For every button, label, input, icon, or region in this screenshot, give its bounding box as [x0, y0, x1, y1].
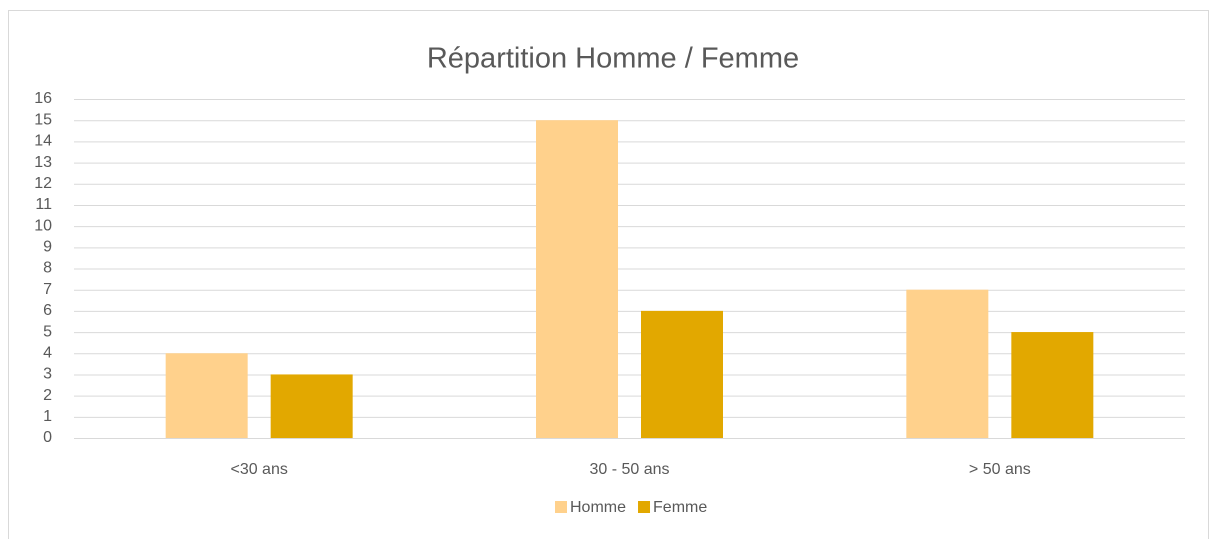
y-tick-label: 7 [43, 281, 52, 298]
bar [1011, 332, 1094, 438]
bar [165, 353, 248, 438]
x-tick-label: <30 ans [230, 461, 287, 478]
x-tick-label: > 50 ans [969, 461, 1031, 478]
y-tick-label: 11 [35, 196, 52, 213]
y-tick-label: 0 [43, 429, 52, 446]
y-tick-label: 14 [34, 133, 52, 150]
y-tick-label: 3 [43, 366, 52, 383]
legend-swatch [638, 501, 651, 513]
y-tick-label: 13 [34, 154, 52, 171]
y-tick-label: 2 [43, 387, 52, 404]
legend-label: Homme [570, 499, 626, 516]
chart-title: Répartition Homme / Femme [427, 43, 799, 75]
y-tick-label: 9 [43, 239, 52, 256]
x-tick-label: 30 - 50 ans [589, 461, 669, 478]
y-tick-label: 10 [34, 217, 52, 234]
y-tick-label: 16 [34, 90, 52, 107]
y-tick-label: 8 [43, 260, 52, 277]
legend-label: Femme [653, 499, 707, 516]
y-tick-label: 12 [34, 175, 52, 192]
legend-swatch [555, 501, 567, 513]
bar [536, 120, 618, 438]
bar [906, 289, 989, 438]
y-tick-label: 4 [43, 344, 52, 361]
y-tick-label: 5 [43, 323, 52, 340]
y-tick-label: 15 [34, 111, 52, 128]
bar [270, 374, 353, 438]
y-tick-label: 6 [43, 302, 52, 319]
y-tick-label: 1 [43, 408, 52, 425]
bar [641, 310, 723, 438]
